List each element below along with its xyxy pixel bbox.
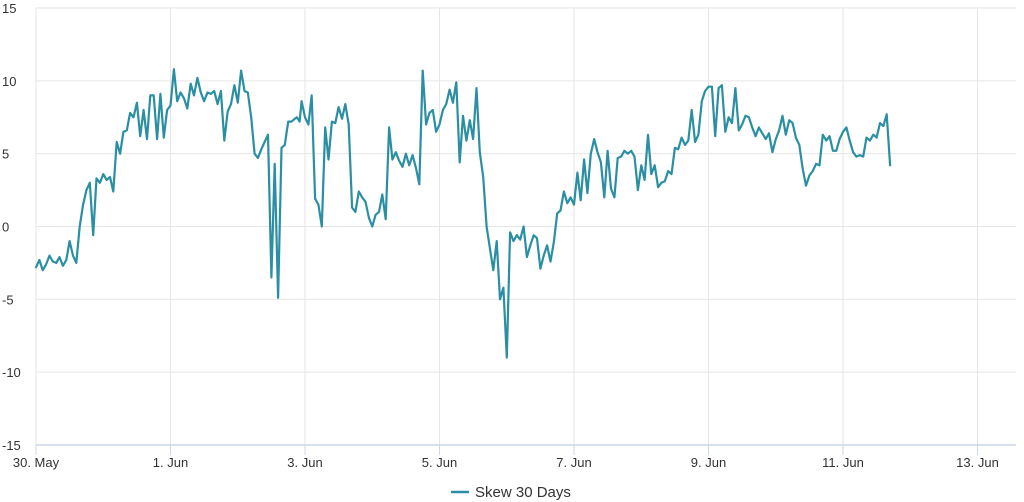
x-tick-label: 5. Jun — [422, 455, 457, 470]
y-tick-label: 0 — [2, 220, 9, 235]
x-tick-label: 3. Jun — [287, 455, 322, 470]
x-tick-label: 30. May — [13, 455, 60, 470]
y-axis-labels: -15 -10 -5 0 5 10 15 — [2, 1, 21, 453]
legend-item-label[interactable]: Skew 30 Days — [475, 484, 571, 501]
x-axis-labels: 30. May 1. Jun 3. Jun 5. Jun 7. Jun 9. Jun 11.… — [13, 455, 999, 470]
y-tick-label: 10 — [2, 74, 16, 89]
y-tick-label: 15 — [2, 1, 16, 16]
legend[interactable]: Skew 30 Days — [451, 484, 571, 501]
series-line-skew-30-days[interactable] — [34, 68, 892, 359]
x-tick-label: 9. Jun — [691, 455, 726, 470]
y-tick-label: -10 — [2, 365, 21, 380]
x-gridlines — [35, 8, 978, 455]
y-gridlines — [36, 7, 1016, 373]
x-tick-label: 7. Jun — [556, 455, 591, 470]
x-tick-label: 1. Jun — [153, 455, 188, 470]
y-tick-label: -15 — [2, 438, 21, 453]
y-tick-label: 5 — [2, 147, 9, 162]
x-tick-label: 11. Jun — [822, 455, 864, 470]
y-tick-label: -5 — [2, 292, 14, 307]
x-tick-label: 13. Jun — [956, 455, 999, 470]
